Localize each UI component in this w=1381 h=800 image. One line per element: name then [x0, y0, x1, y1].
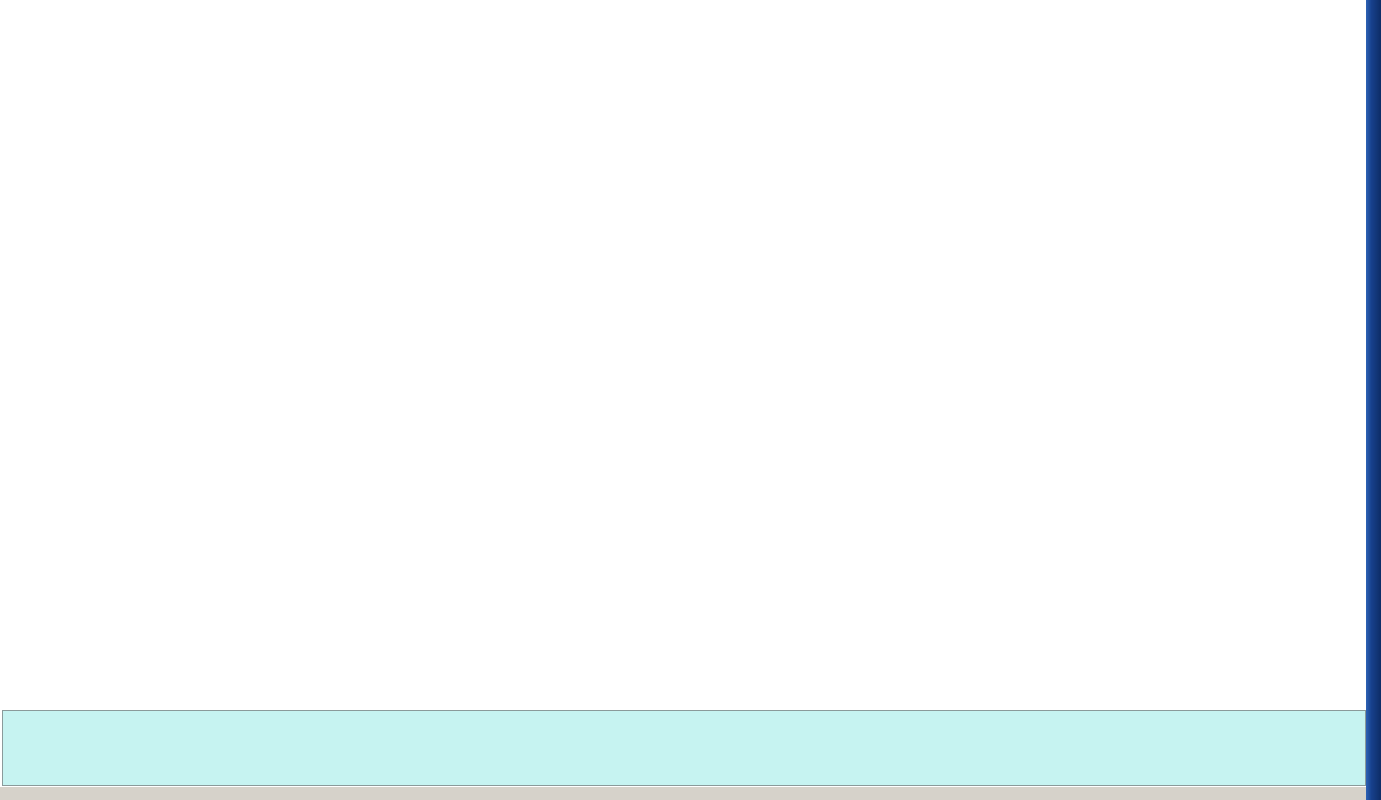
- stats-table: [2, 710, 1366, 786]
- weather-chart: [0, 0, 1381, 710]
- status-bar: [0, 786, 1366, 800]
- desktop-edge: [1366, 0, 1381, 800]
